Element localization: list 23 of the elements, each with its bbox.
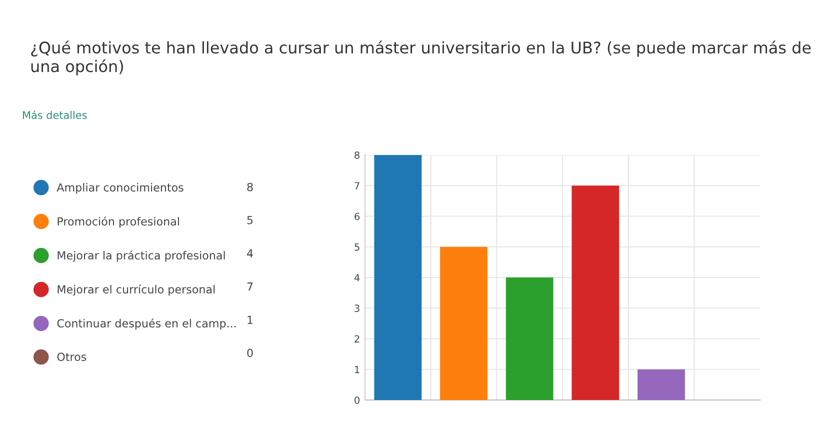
y-tick-label: 3 (354, 304, 360, 312)
text: 4 (247, 249, 253, 258)
y-tick-label: 6 (354, 212, 360, 220)
legend-label: Ampliar conocimientos (56, 183, 184, 194)
y-tick-label: 7 (354, 182, 360, 190)
text: 7 (247, 282, 253, 291)
chart-title: ¿Qué motivos te han llevado a cursar un máster universitario en la UB? (se puede marcar más de una opción) (31, 40, 811, 76)
y-tick-label: 2 (354, 335, 360, 342)
legend-label: Promoción profesional (58, 216, 179, 228)
legend-label: Mejorar la práctica profesional (58, 250, 225, 262)
text: 5 (247, 216, 253, 224)
text: 1 (248, 316, 253, 324)
legend-label: Mejorar el currículo personal (58, 284, 215, 296)
legend-label: Continuar después en el camp... (57, 318, 236, 330)
y-tick-label: 4 (354, 274, 360, 282)
legend-label: Otros (57, 352, 86, 362)
text: 0 (247, 348, 253, 358)
text: Más detalles (23, 110, 87, 120)
y-tick-label: 1 (355, 366, 360, 374)
text: 8 (247, 182, 253, 192)
y-tick-label: 0 (354, 396, 360, 404)
y-tick-label: 8 (354, 151, 360, 159)
y-tick-label: 5 (354, 243, 360, 251)
